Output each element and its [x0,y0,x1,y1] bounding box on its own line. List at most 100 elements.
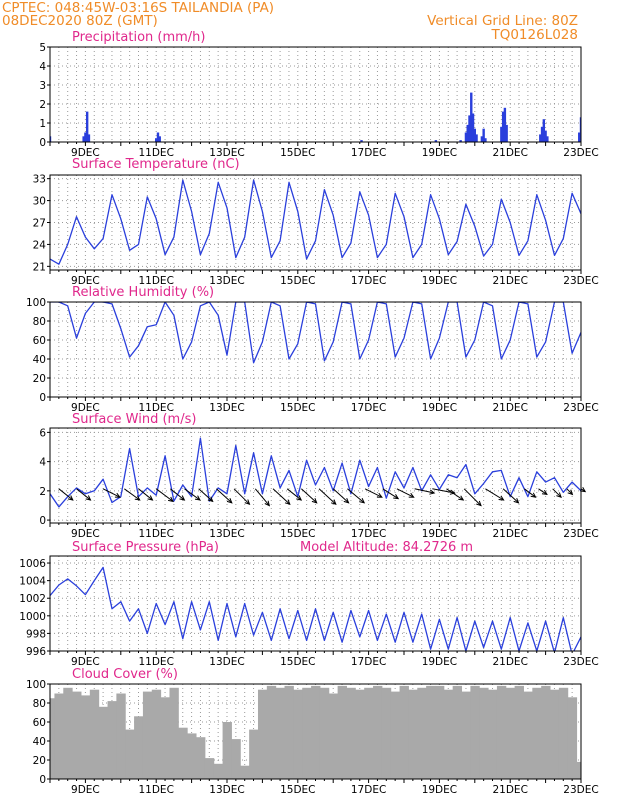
wind-xtick-label: 17DEC [351,528,386,540]
precipitation-ytick-label: 0 [39,137,46,149]
cloud-bar [505,687,516,779]
wind-vector [272,488,291,505]
wind-vector-head [393,494,400,500]
wind-xtick-label: 9DEC [71,528,100,540]
cloud-bar [311,685,321,779]
cloud-bar [169,687,179,779]
cloud-bar [63,687,73,779]
pressure-xtick-label: 9DEC [71,656,100,668]
precip-bar [471,113,475,142]
cloud-bar [98,706,109,779]
wind-vector [286,488,302,501]
wind-vector-head [580,487,587,493]
precipitation-title: Precipitation (mm/h) [72,30,205,45]
temperature-ytick-label: 24 [33,239,47,251]
cloud-bar [204,758,215,779]
header-model-code: TQ0126L028 [490,27,578,43]
cloud-bar [160,697,170,779]
wind-xtick-label: 15DEC [280,528,315,540]
wind-vector-head [541,489,548,496]
cloud-bar [319,687,330,779]
cloud-bar [461,691,471,779]
precipitation-xtick-label: 23DEC [563,147,598,159]
cloud-bar [293,689,303,779]
humidity-ytick-label: 20 [33,373,46,385]
humidity-xtick-label: 23DEC [563,402,598,414]
precip-bar [466,124,469,142]
wind-vector [332,488,349,504]
wind-vector-head [567,489,574,496]
cloud-bar [355,689,365,779]
cloud-bar [576,761,581,779]
precipitation-xtick-label: 21DEC [492,147,527,159]
cloud-bar [196,737,206,779]
humidity-xtick-label: 19DEC [422,402,457,414]
wind-vector-head [429,489,436,495]
cloud-bar [125,729,135,779]
cloud-bar [532,687,542,779]
cloud-bar [337,685,347,779]
cloud-bar [50,698,55,779]
precip-bar [85,111,89,142]
wind-vector-head [85,495,92,501]
cloud-bar [275,687,286,779]
humidity-xtick-label: 9DEC [71,402,100,414]
precip-bar [459,140,462,142]
cloud-bar [134,716,144,779]
header-date: 08DEC2020 80Z (GMT) [2,13,158,29]
cloud-bar [364,687,374,779]
cloud-bar [399,685,409,779]
wind-vector [347,488,365,504]
cloud-bar [328,693,339,779]
cloud-cover-xtick-label: 19DEC [422,784,457,796]
temperature-frame [49,174,582,271]
wind-frame [49,427,582,524]
temperature-ytick-label: 27 [33,218,46,230]
wind-vector-head [376,492,383,498]
precip-bar [156,132,160,142]
precipitation-frame [49,46,582,143]
pressure-xtick-label: 15DEC [280,656,315,668]
pressure-ytick-label: 1006 [19,558,46,570]
temperature-xtick-label: 11DEC [138,275,173,287]
wind-vector [502,488,519,504]
precipitation-xtick-label: 17DEC [351,147,386,159]
wind-vector [155,488,174,502]
cloud-bar [240,765,250,779]
precipitation-xtick-label: 13DEC [209,147,244,159]
wind-vector-head [244,499,251,506]
cloud-bar [434,685,445,779]
wind-vector [216,488,233,504]
precip-bar [540,126,544,142]
precip-bar [578,132,581,142]
precip-bar [360,140,363,142]
pressure-xtick-label: 17DEC [351,656,386,668]
cloud-cover-ytick-label: 60 [33,717,46,729]
precip-bar [50,136,52,142]
precip-bar [87,134,91,142]
cloud-cover-xtick-label: 21DEC [492,784,527,796]
wind-vector-head [458,495,465,501]
precip-bar [539,134,542,142]
humidity-frame [49,301,582,398]
precip-bar [482,128,485,142]
temperature-xtick-label: 17DEC [351,275,386,287]
cloud-cover-xtick-label: 15DEC [280,784,315,796]
cloud-bar [151,689,162,779]
precipitation-ytick-label: 3 [39,80,46,92]
wind-title: Surface Wind (m/s) [72,412,196,427]
cloud-cover-frame [49,683,582,780]
pressure-xtick-label: 19DEC [422,656,457,668]
cloud-bar [558,687,569,779]
humidity-xtick-label: 11DEC [138,402,173,414]
cloud-cover-xtick-label: 23DEC [563,784,598,796]
cloud-bar [514,685,524,779]
precip-bar [84,132,87,142]
cloud-bar [284,685,294,779]
cloud-bar [213,763,224,779]
wind-vector-head [296,495,303,501]
precip-bar [505,124,508,142]
humidity-ytick-label: 80 [33,316,46,328]
wind-vector [102,488,121,498]
cloud-cover-xtick-label: 11DEC [138,784,173,796]
